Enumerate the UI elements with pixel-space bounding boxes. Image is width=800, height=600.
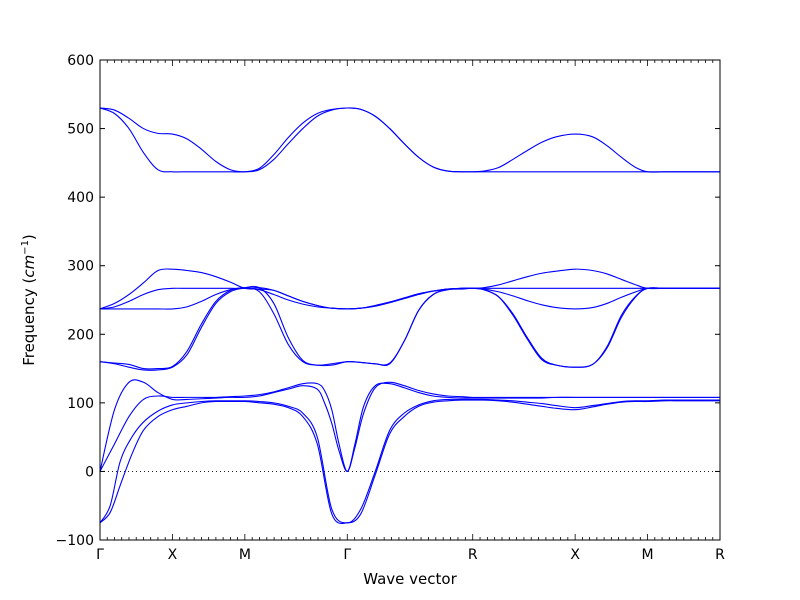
y-tick-label: −100 xyxy=(56,533,94,549)
band-line-9 xyxy=(100,268,720,310)
y-axis-label: Frequency (cm−1) xyxy=(20,234,38,366)
y-tick-label: 600 xyxy=(67,53,94,69)
x-axis-label: Wave vector xyxy=(363,570,457,588)
y-axis: −100 0 100 200 300 400 500 600 xyxy=(56,53,720,549)
band-line-1 xyxy=(100,399,720,525)
x-tick-label: Γ xyxy=(343,547,351,563)
x-tick-label: M xyxy=(239,547,251,563)
band-line-4 xyxy=(100,379,720,472)
band-line-2 xyxy=(100,398,720,524)
x-tick-label: X xyxy=(570,547,580,563)
phonon-bands xyxy=(100,107,720,525)
y-axis-unit: cm xyxy=(20,255,38,278)
y-tick-label: 100 xyxy=(67,396,94,412)
y-tick-label: 500 xyxy=(67,122,94,138)
band-line-6 xyxy=(100,285,720,370)
band-line-7 xyxy=(100,268,720,310)
x-tick-label: M xyxy=(642,547,654,563)
x-tick-label: Γ xyxy=(96,547,104,563)
x-tick-label: R xyxy=(468,547,478,563)
y-tick-label: 0 xyxy=(85,464,94,480)
y-tick-label: 200 xyxy=(67,327,94,343)
y-tick-label: 400 xyxy=(67,190,94,206)
x-tick-label: R xyxy=(715,547,725,563)
band-line-11 xyxy=(100,107,720,173)
y-tick-label: 300 xyxy=(67,259,94,275)
y-axis-unit-exponent: −1 xyxy=(20,240,31,255)
x-tick-label: X xyxy=(168,547,178,563)
plot-area xyxy=(99,59,721,541)
y-axis-label-text: Frequency xyxy=(20,288,38,366)
